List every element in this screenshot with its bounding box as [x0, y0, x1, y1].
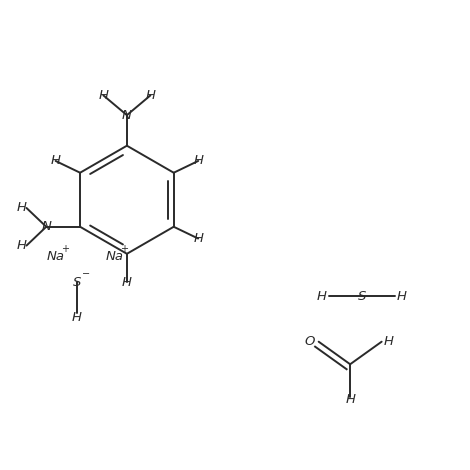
Text: H: H: [71, 311, 82, 324]
Text: H: H: [145, 89, 156, 102]
Text: H: H: [345, 393, 355, 407]
Text: H: H: [317, 290, 327, 303]
Text: O: O: [304, 335, 314, 348]
Text: H: H: [384, 335, 394, 348]
Text: +: +: [61, 244, 69, 254]
Text: Na: Na: [106, 250, 124, 263]
Text: H: H: [193, 155, 203, 167]
Text: H: H: [51, 155, 61, 167]
Text: H: H: [193, 232, 203, 245]
Text: N: N: [122, 109, 132, 122]
Text: N: N: [41, 220, 51, 233]
Text: H: H: [122, 275, 132, 289]
Text: H: H: [17, 239, 27, 252]
Text: H: H: [98, 89, 109, 102]
Text: H: H: [17, 202, 27, 214]
Text: Na: Na: [47, 250, 65, 263]
Text: −: −: [82, 269, 90, 279]
Text: +: +: [119, 244, 128, 254]
Text: H: H: [397, 290, 407, 303]
Text: S: S: [358, 290, 366, 303]
Text: S: S: [72, 275, 81, 289]
